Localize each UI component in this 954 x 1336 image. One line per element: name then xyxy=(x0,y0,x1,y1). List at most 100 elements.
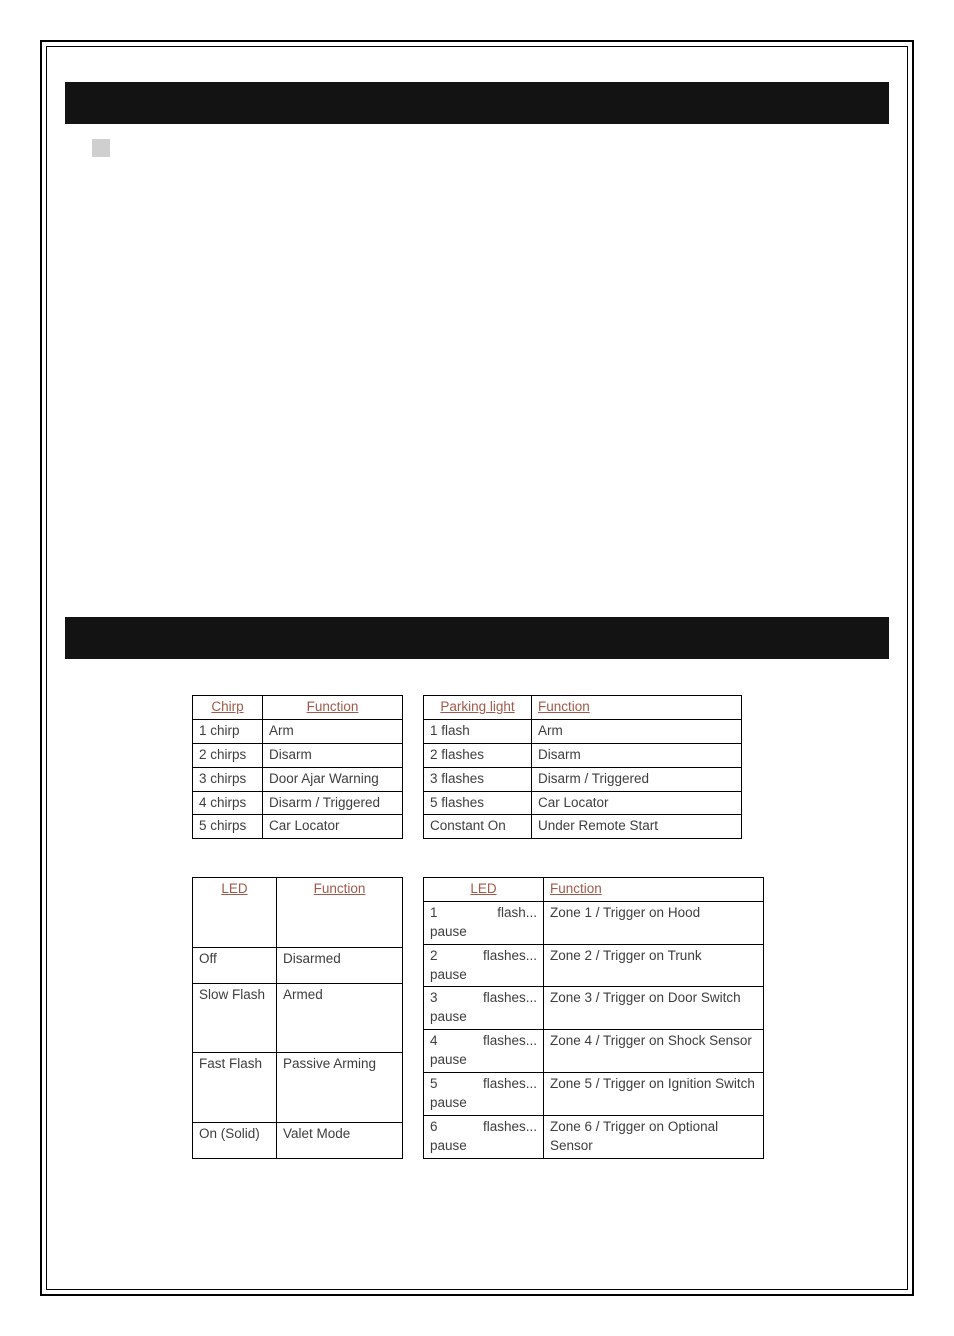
func-cell: Disarm / Triggered xyxy=(532,767,742,791)
table-row: 2 flashes... pause Zone 2 / Trigger on Tru… xyxy=(424,944,764,987)
tables-row-top: Chirp Function 1 chirpArm 2 chirpsDisarm… xyxy=(192,695,847,839)
func-cell: Armed xyxy=(277,983,403,1053)
table-header-row: LED Function xyxy=(424,878,764,902)
table-row: 4 chirpsDisarm / Triggered xyxy=(193,791,403,815)
func-cell: Arm xyxy=(263,719,403,743)
parking-header: Parking light xyxy=(424,696,532,720)
mid-bar xyxy=(65,617,889,659)
led-cell: 6 flashes... pause xyxy=(424,1115,544,1158)
chirp-cell: 1 chirp xyxy=(193,719,263,743)
led-cell: 4 flashes... pause xyxy=(424,1030,544,1073)
table-row: 5 flashesCar Locator xyxy=(424,791,742,815)
func-cell: Zone 2 / Trigger on Trunk xyxy=(544,944,764,987)
table-row: OffDisarmed xyxy=(193,947,403,983)
led-cell: Off xyxy=(193,947,277,983)
table-row: Constant OnUnder Remote Start xyxy=(424,815,742,839)
zone-desc: flashes... xyxy=(483,1118,537,1137)
table-header-row: Chirp Function xyxy=(193,696,403,720)
func-cell: Door Ajar Warning xyxy=(263,767,403,791)
inner-frame: Chirp Function 1 chirpArm 2 chirpsDisarm… xyxy=(46,46,908,1290)
func-cell: Arm xyxy=(532,719,742,743)
func-cell: Zone 5 / Trigger on Ignition Switch xyxy=(544,1073,764,1116)
zone-num: 6 xyxy=(430,1118,442,1137)
table-row: On (Solid)Valet Mode xyxy=(193,1122,403,1158)
grey-box xyxy=(92,139,110,157)
func-cell: Car Locator xyxy=(532,791,742,815)
table-row: 4 flashes... pause Zone 4 / Trigger on Sho… xyxy=(424,1030,764,1073)
led-cell: Slow Flash xyxy=(193,983,277,1053)
table-row: 1 flash... pause Zone 1 / Trigger on Hood xyxy=(424,901,764,944)
zone-num: 5 xyxy=(430,1075,442,1094)
led-cell: 3 flashes... pause xyxy=(424,987,544,1030)
func-cell: Disarm xyxy=(263,743,403,767)
top-bar xyxy=(65,82,889,124)
func-cell: Disarm xyxy=(532,743,742,767)
table-row: Fast FlashPassive Arming xyxy=(193,1053,403,1123)
zone-num: 2 xyxy=(430,947,442,966)
func-cell: Passive Arming xyxy=(277,1053,403,1123)
func-cell: Under Remote Start xyxy=(532,815,742,839)
func-cell: Car Locator xyxy=(263,815,403,839)
function-header: Function xyxy=(263,696,403,720)
parking-table: Parking light Function 1 flashArm 2 flas… xyxy=(423,695,742,839)
table-row: 2 chirpsDisarm xyxy=(193,743,403,767)
zone-desc: flashes... xyxy=(483,1075,537,1094)
table-row: 1 flashArm xyxy=(424,719,742,743)
led-trigger-table: LED Function 1 flash... pause Zone 1 / Tri… xyxy=(423,877,764,1159)
chirp-header: Chirp xyxy=(193,696,263,720)
zone-desc: flashes... xyxy=(483,947,537,966)
func-cell: Valet Mode xyxy=(277,1122,403,1158)
table-row: 3 flashes... pause Zone 3 / Trigger on Doo… xyxy=(424,987,764,1030)
pause-label: pause xyxy=(430,1052,467,1067)
tables-row-bottom: LED Function OffDisarmed Slow FlashArmed… xyxy=(192,877,847,1159)
table-row: 3 flashesDisarm / Triggered xyxy=(424,767,742,791)
led-cell: On (Solid) xyxy=(193,1122,277,1158)
table-header-row: LED Function xyxy=(193,878,403,948)
chirp-cell: 4 chirps xyxy=(193,791,263,815)
pause-label: pause xyxy=(430,1009,467,1024)
zone-num: 1 xyxy=(430,904,442,923)
chirp-cell: 3 chirps xyxy=(193,767,263,791)
table-row: 6 flashes... pause Zone 6 / Trigger on Opt… xyxy=(424,1115,764,1158)
table-row: 3 chirpsDoor Ajar Warning xyxy=(193,767,403,791)
func-cell: Disarm / Triggered xyxy=(263,791,403,815)
chirp-cell: 5 chirps xyxy=(193,815,263,839)
parking-cell: 3 flashes xyxy=(424,767,532,791)
zone-desc: flash... xyxy=(497,904,537,923)
led-header: LED xyxy=(193,878,277,948)
parking-cell: Constant On xyxy=(424,815,532,839)
func-cell: Zone 3 / Trigger on Door Switch xyxy=(544,987,764,1030)
table-row: 5 chirpsCar Locator xyxy=(193,815,403,839)
pause-label: pause xyxy=(430,924,467,939)
led-table: LED Function OffDisarmed Slow FlashArmed… xyxy=(192,877,403,1159)
zone-desc: flashes... xyxy=(483,989,537,1008)
table-header-row: Parking light Function xyxy=(424,696,742,720)
function-header: Function xyxy=(544,878,764,902)
parking-cell: 1 flash xyxy=(424,719,532,743)
function-header: Function xyxy=(532,696,742,720)
chirp-table: Chirp Function 1 chirpArm 2 chirpsDisarm… xyxy=(192,695,403,839)
led-cell: 2 flashes... pause xyxy=(424,944,544,987)
led-header: LED xyxy=(424,878,544,902)
zone-num: 4 xyxy=(430,1032,442,1051)
zone-desc: flashes... xyxy=(483,1032,537,1051)
led-cell: Fast Flash xyxy=(193,1053,277,1123)
outer-frame: Chirp Function 1 chirpArm 2 chirpsDisarm… xyxy=(40,40,914,1296)
pause-label: pause xyxy=(430,1095,467,1110)
func-cell: Zone 6 / Trigger on Optional Sensor xyxy=(544,1115,764,1158)
table-row: 1 chirpArm xyxy=(193,719,403,743)
func-cell: Zone 4 / Trigger on Shock Sensor xyxy=(544,1030,764,1073)
func-cell: Zone 1 / Trigger on Hood xyxy=(544,901,764,944)
chirp-cell: 2 chirps xyxy=(193,743,263,767)
led-cell: 5 flashes... pause xyxy=(424,1073,544,1116)
parking-cell: 2 flashes xyxy=(424,743,532,767)
table-row: Slow FlashArmed xyxy=(193,983,403,1053)
table-row: 2 flashesDisarm xyxy=(424,743,742,767)
led-cell: 1 flash... pause xyxy=(424,901,544,944)
parking-cell: 5 flashes xyxy=(424,791,532,815)
function-header: Function xyxy=(277,878,403,948)
zone-num: 3 xyxy=(430,989,442,1008)
pause-label: pause xyxy=(430,1138,467,1153)
func-cell: Disarmed xyxy=(277,947,403,983)
pause-label: pause xyxy=(430,967,467,982)
